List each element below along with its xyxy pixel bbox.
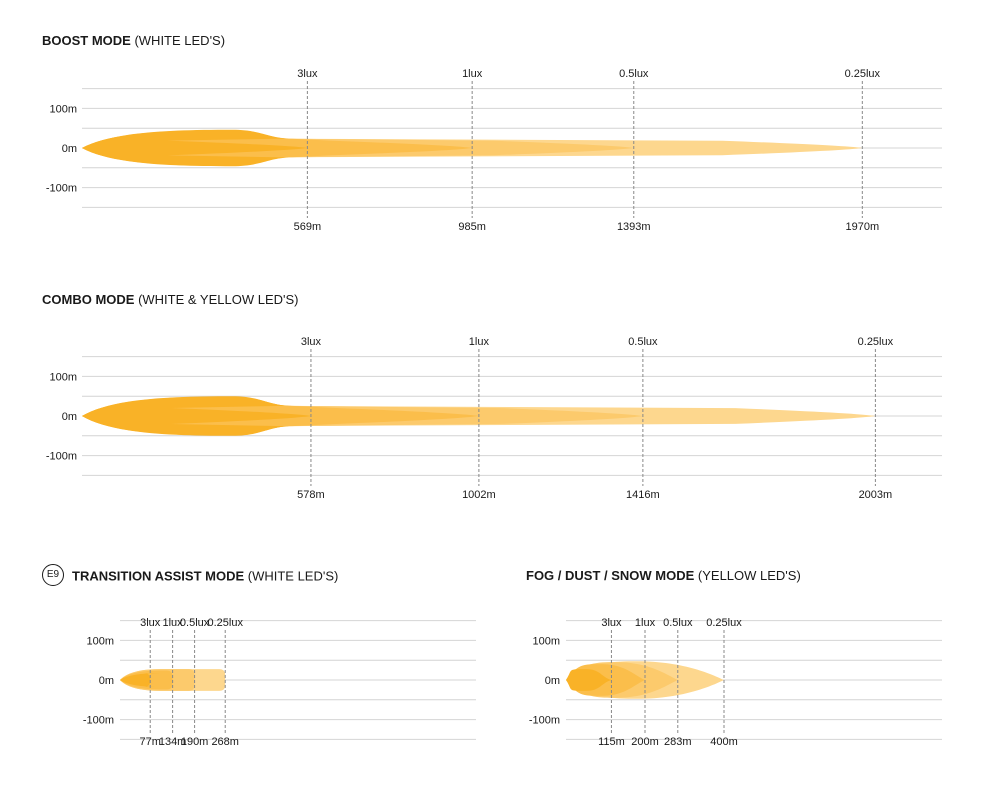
beam-zone-3lux (82, 129, 308, 167)
chart-title-boost: BOOST MODE (WHITE LED'S) (42, 33, 225, 48)
lux-label: 3lux (601, 617, 622, 629)
chart-title-bold: FOG / DUST / SNOW MODE (526, 568, 695, 583)
y-tick-label: 100m (86, 635, 114, 647)
chart-title-subtitle: (WHITE LED'S) (244, 568, 339, 584)
y-tick-label: 100m (532, 635, 560, 647)
distance-label: 985m (458, 221, 486, 233)
lux-label: 1lux (462, 68, 483, 80)
lux-label: 1lux (469, 336, 490, 348)
chart-title-subtitle: (WHITE & YELLOW LED'S) (134, 292, 299, 307)
y-tick-label: 0m (545, 675, 560, 687)
distance-label: 200m (631, 736, 659, 748)
y-tick-label: 100m (49, 371, 77, 383)
y-tick-label: 0m (62, 411, 77, 423)
y-tick-label: -100m (46, 451, 77, 463)
distance-label: 2003m (859, 489, 893, 501)
y-tick-label: 0m (99, 675, 114, 687)
lux-label: 0.25lux (706, 617, 742, 629)
distance-label: 1002m (462, 489, 496, 501)
lux-label: 0.5lux (180, 617, 210, 629)
lux-label: 0.5lux (619, 68, 649, 80)
lux-label: 1lux (163, 617, 184, 629)
lux-label: 0.5lux (628, 336, 658, 348)
lux-label: 3lux (140, 617, 161, 629)
chart-title-fog: FOG / DUST / SNOW MODE (YELLOW LED'S) (526, 568, 801, 583)
beam-zone-3lux (120, 673, 160, 687)
distance-label: 268m (211, 736, 239, 748)
lux-label: 0.25lux (858, 336, 894, 348)
distance-label: 1416m (626, 489, 660, 501)
y-tick-label: -100m (83, 715, 114, 727)
chart-title-combo: COMBO MODE (WHITE & YELLOW LED'S) (42, 292, 299, 307)
y-tick-label: -100m (46, 183, 77, 195)
distance-label: 1393m (617, 221, 651, 233)
distance-label: 115m (598, 736, 625, 748)
lux-label: 1lux (635, 617, 656, 629)
distance-label: 77m (140, 736, 161, 748)
lux-label: 0.25lux (845, 68, 881, 80)
y-tick-label: 100m (49, 103, 77, 115)
chart-title-bold: COMBO MODE (42, 292, 135, 307)
lux-label: 3lux (297, 68, 318, 80)
y-tick-label: -100m (529, 715, 560, 727)
e9-badge-icon: E9 (42, 564, 64, 586)
chart-title-transition: E9 TRANSITION ASSIST MODE (WHITE LED'S) (42, 564, 339, 588)
distance-label: 1970m (845, 221, 879, 233)
lux-label: 0.25lux (207, 617, 243, 629)
distance-label: 283m (664, 736, 692, 748)
chart-title-subtitle: (YELLOW LED'S) (694, 568, 801, 583)
lux-label: 3lux (301, 336, 322, 348)
chart-title-bold: BOOST MODE (42, 33, 131, 48)
distance-label: 578m (297, 489, 325, 501)
distance-label: 190m (181, 736, 209, 748)
distance-label: 134m (159, 736, 187, 748)
beam-zone-3lux (566, 669, 612, 691)
y-tick-label: 0m (62, 143, 77, 155)
distance-label: 400m (710, 736, 738, 748)
lux-label: 0.5lux (663, 617, 693, 629)
chart-title-subtitle: (WHITE LED'S) (130, 33, 226, 48)
chart-title-bold: TRANSITION ASSIST MODE (72, 568, 245, 584)
beam-zone-3lux (82, 396, 311, 436)
distance-label: 569m (294, 221, 322, 233)
